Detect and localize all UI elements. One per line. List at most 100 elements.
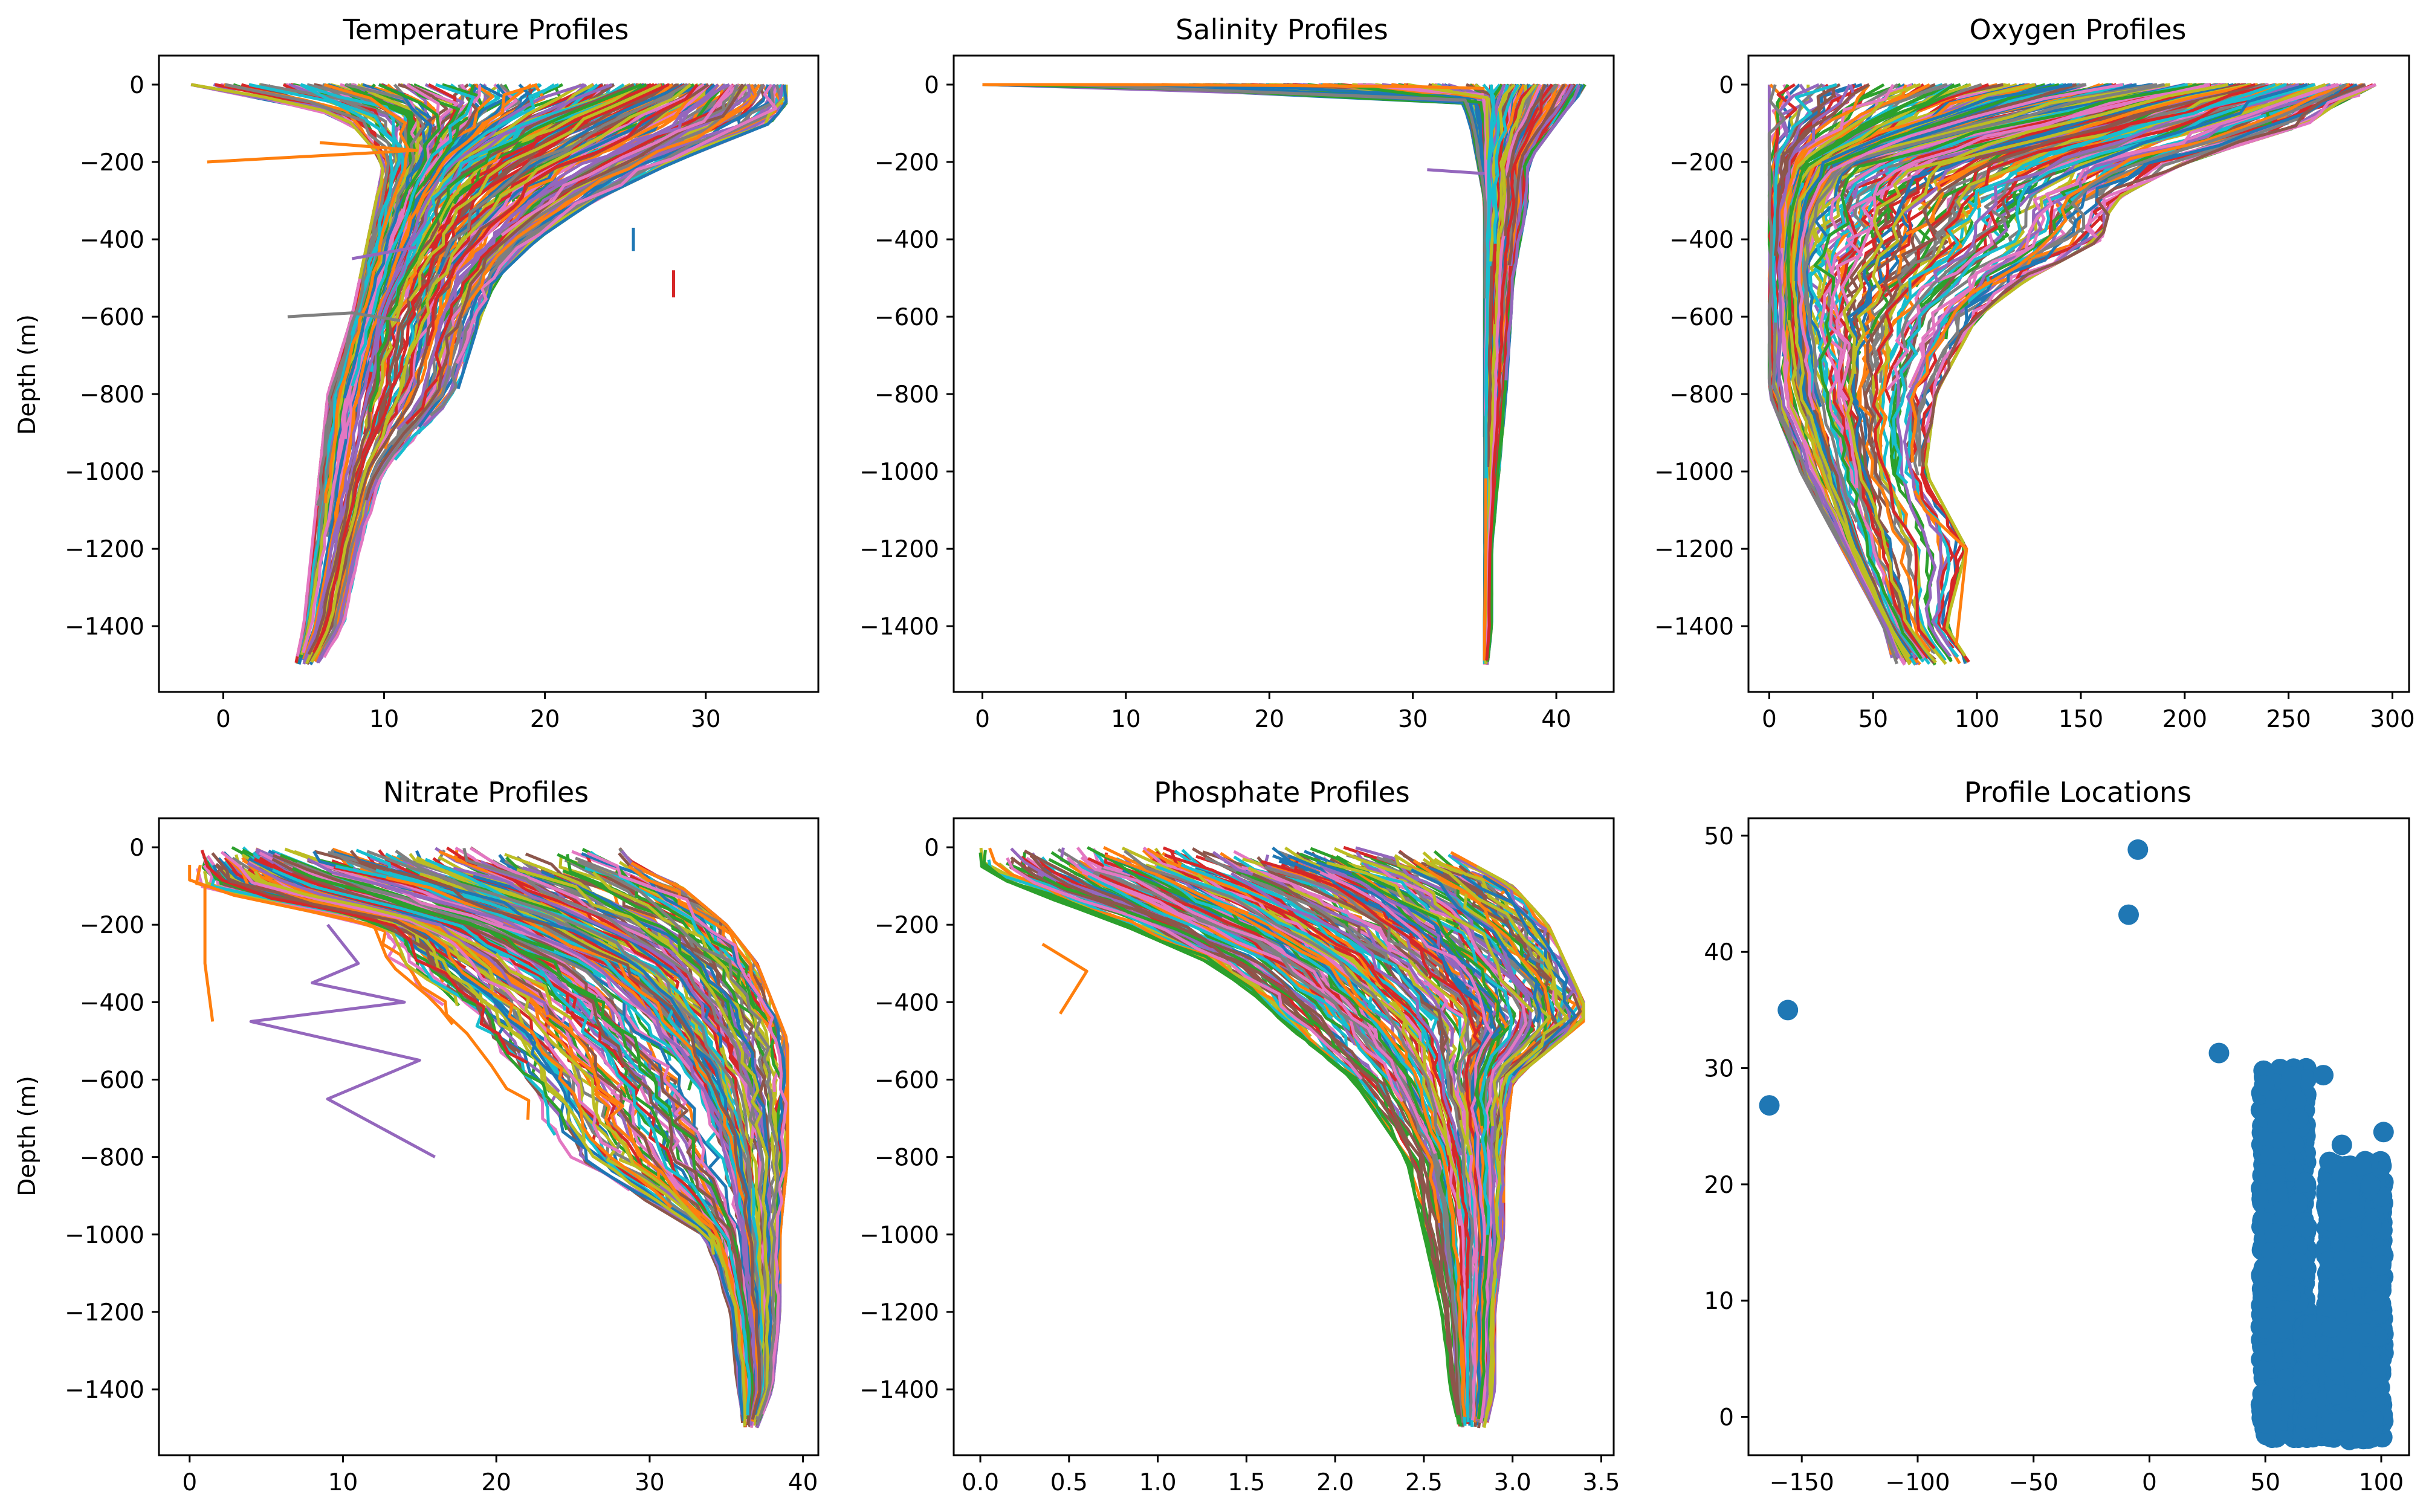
oxygen-profile-line bbox=[1780, 83, 1871, 248]
location-point bbox=[2274, 1318, 2295, 1339]
nitrate-plot-area bbox=[188, 846, 789, 1429]
oxygen-plot-area bbox=[1767, 83, 2377, 666]
y-tick-label: −400 bbox=[80, 989, 144, 1016]
y-tick-label: −800 bbox=[875, 381, 939, 409]
oxygen-profile-line bbox=[1801, 83, 1969, 183]
location-point bbox=[2324, 1360, 2346, 1381]
phosphate-profile-line bbox=[1030, 855, 1460, 1415]
phosphate-profile-line bbox=[982, 850, 1460, 1425]
temperature-profile-line bbox=[302, 83, 538, 660]
y-tick-label: −1200 bbox=[1654, 536, 1734, 563]
salinity-outlier-profile bbox=[1427, 168, 1485, 175]
phosphate-profile-line bbox=[1420, 861, 1559, 997]
nitrate-profile-line bbox=[349, 850, 762, 1420]
nitrate-profile-line bbox=[292, 868, 754, 1418]
location-point bbox=[2267, 1113, 2288, 1134]
temperature-profile-line bbox=[438, 83, 560, 183]
location-point bbox=[2252, 1383, 2273, 1404]
nitrate-profile-line bbox=[242, 859, 748, 1417]
phosphate-profile-line bbox=[1333, 847, 1535, 1013]
salinity-profile-line bbox=[1407, 83, 1490, 160]
y-tick-label: 20 bbox=[1704, 1172, 1734, 1199]
y-tick-label: −1000 bbox=[859, 1222, 939, 1249]
phosphate-profile-line bbox=[1351, 871, 1507, 1126]
y-tick-label: −1000 bbox=[859, 459, 939, 486]
nitrate-title: Nitrate Profiles bbox=[383, 776, 589, 809]
location-point bbox=[2313, 1065, 2334, 1086]
y-tick-label: −1000 bbox=[65, 459, 144, 486]
oxygen-profile-line bbox=[1776, 83, 1901, 659]
y-tick-label: −600 bbox=[875, 304, 939, 331]
location-point bbox=[2283, 1134, 2304, 1155]
location-point bbox=[2326, 1384, 2347, 1405]
x-tick-label: 30 bbox=[635, 1469, 665, 1496]
location-point bbox=[2265, 1088, 2286, 1110]
temperature-profile-line bbox=[368, 83, 642, 412]
salinity-profiles-panel: Salinity Profiles 0 10 20 30 40 0 −200 −400 −600… bbox=[859, 13, 1615, 733]
y-tick-label: −1400 bbox=[859, 613, 939, 641]
location-point bbox=[2340, 1217, 2361, 1238]
location-point bbox=[2254, 1074, 2275, 1096]
location-point bbox=[2254, 1344, 2275, 1365]
location-point bbox=[2274, 1300, 2295, 1321]
y-tick-label: −800 bbox=[875, 1145, 939, 1172]
location-point bbox=[2321, 1317, 2342, 1338]
oxygen-axes-frame bbox=[1747, 54, 2410, 693]
temperature-profile-line bbox=[310, 83, 692, 663]
location-point bbox=[2297, 1216, 2318, 1238]
phosphate-axes-frame bbox=[953, 817, 1615, 1456]
location-point bbox=[2259, 1403, 2280, 1424]
y-tick-label: 0 bbox=[1719, 1404, 1734, 1432]
temperature-profile-line bbox=[408, 83, 662, 302]
temperature-profile-line bbox=[375, 83, 758, 480]
temperature-profile-line bbox=[455, 83, 778, 364]
y-tick-label: −800 bbox=[1669, 381, 1734, 409]
nitrate-profile-line bbox=[453, 867, 719, 1033]
phosphate-profile-line bbox=[1415, 864, 1550, 1036]
location-point bbox=[2268, 1128, 2288, 1149]
temperature-profile-line bbox=[343, 83, 433, 399]
x-tick-label: 3.5 bbox=[1582, 1469, 1620, 1496]
temperature-profile-line bbox=[500, 83, 734, 237]
location-point bbox=[2332, 1279, 2353, 1300]
y-tick-label: −1200 bbox=[65, 536, 144, 563]
x-tick-label: 0 bbox=[182, 1469, 197, 1496]
salinity-outlier-profile bbox=[982, 83, 1485, 90]
y-tick-label: −600 bbox=[875, 1067, 939, 1094]
temperature-axes-frame bbox=[158, 54, 820, 693]
x-tick-label: −150 bbox=[1770, 1469, 1834, 1496]
nitrate-profile-line bbox=[332, 871, 743, 1232]
location-point bbox=[2298, 1398, 2320, 1419]
x-tick-label: −100 bbox=[1885, 1469, 1950, 1496]
y-tick-label: 0 bbox=[1719, 72, 1734, 99]
y-tick-label: −1200 bbox=[859, 1299, 939, 1326]
salinity-profile-line bbox=[1066, 83, 1487, 299]
location-point bbox=[2118, 904, 2139, 925]
y-tick-label: −800 bbox=[80, 1145, 144, 1172]
x-tick-label: 2.0 bbox=[1316, 1469, 1354, 1496]
location-point bbox=[2288, 1108, 2309, 1129]
temperature-outlier-profile bbox=[207, 141, 418, 164]
x-tick-label: 1.0 bbox=[1139, 1469, 1177, 1496]
nitrate-profile-line bbox=[525, 852, 725, 982]
nitrate-profile-line bbox=[577, 860, 780, 1426]
oxygen-profile-line bbox=[1920, 83, 2366, 467]
nitrate-profile-line bbox=[630, 861, 789, 1284]
x-tick-label: 150 bbox=[2059, 706, 2103, 733]
oxygen-profile-line bbox=[1767, 84, 1842, 544]
phosphate-profile-line bbox=[1476, 865, 1585, 1084]
phosphate-outlier-profile bbox=[1041, 943, 1088, 1015]
y-tick-label: −200 bbox=[1669, 149, 1734, 176]
nitrate-profile-line bbox=[188, 865, 454, 1026]
nitrate-profiles-panel: Nitrate Profiles Depth (m) 0 10 20 30 40 0 −20… bbox=[14, 776, 820, 1496]
y-tick-label: −1400 bbox=[65, 613, 144, 641]
location-point bbox=[2352, 1236, 2373, 1257]
phosphate-profile-line bbox=[1205, 856, 1475, 1419]
nitrate-profile-line bbox=[211, 852, 429, 940]
y-tick-label: −200 bbox=[80, 149, 144, 176]
phosphate-profile-line bbox=[1235, 870, 1392, 978]
nitrate-profile-line bbox=[296, 861, 615, 1001]
salinity-profile-line bbox=[1484, 84, 1495, 479]
oxygen-profile-line bbox=[1925, 83, 2376, 443]
